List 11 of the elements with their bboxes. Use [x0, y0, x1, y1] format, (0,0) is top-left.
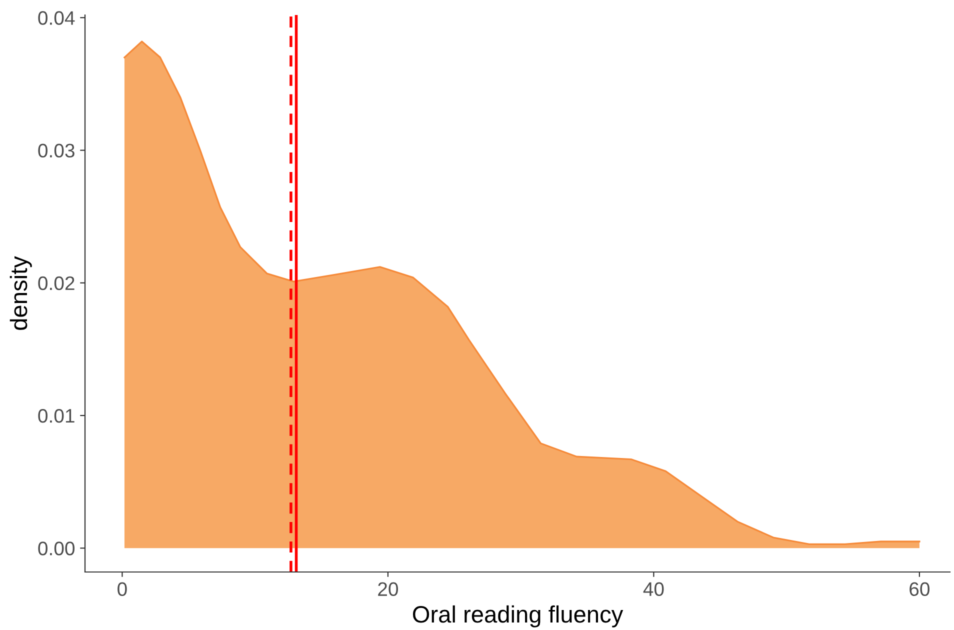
x-tick-label: 0 [118, 582, 127, 596]
y-axis-title: density [10, 256, 32, 330]
x-axis-title: Oral reading fluency [412, 605, 624, 628]
x-tick-label: 60 [910, 582, 930, 596]
y-tick-label: 0.02 [38, 276, 74, 290]
y-tick-label: 0.03 [38, 144, 74, 158]
y-tick-label: 0.01 [38, 408, 74, 423]
y-tick-label: 0.04 [38, 11, 75, 25]
x-tick-label: 40 [643, 582, 664, 596]
y-tick-label: 0.00 [38, 542, 75, 556]
x-tick-label: 20 [378, 582, 398, 596]
